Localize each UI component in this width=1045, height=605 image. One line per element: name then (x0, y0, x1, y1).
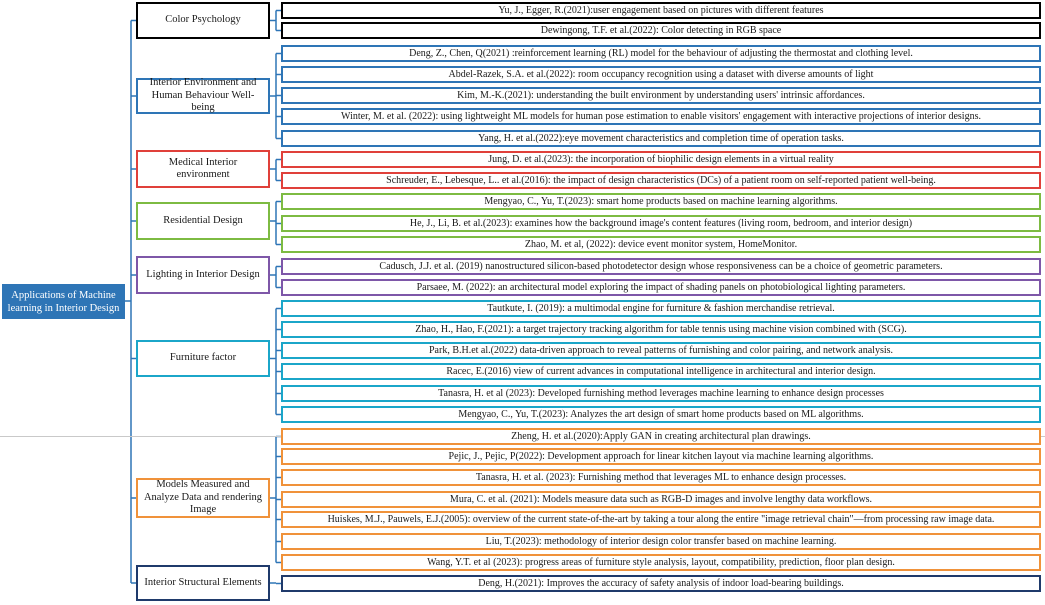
reference-item: Zheng, H. et al.(2020):Apply GAN in crea… (281, 428, 1041, 445)
reference-item: Huiskes, M.J., Pauwels, E.J.(2005): over… (281, 511, 1041, 528)
reference-text: Liu, T.(2023): methodology of interior d… (485, 536, 837, 547)
reference-item: Kim, M.-K.(2021): understanding the buil… (281, 87, 1041, 104)
reference-item: Zhao, M. et al, (2022): device event mon… (281, 236, 1041, 253)
reference-item: Mura, C. et al. (2021): Models measure d… (281, 491, 1041, 508)
root-label: Applications of Machine learning in Inte… (7, 289, 120, 314)
reference-item: Parsaee, M. (2022): an architectural mod… (281, 279, 1041, 296)
reference-text: Yang, H. et al.(2022):eye movement chara… (478, 133, 844, 144)
reference-text: Tautkute, I. (2019): a multimodal engine… (487, 303, 835, 314)
reference-text: Winter, M. et al. (2022): using lightwei… (341, 111, 981, 122)
category-lighting: Lighting in Interior Design (136, 256, 270, 294)
category-color-psychology: Color Psychology (136, 2, 270, 39)
reference-text: He, J., Li, B. et al.(2023): examines ho… (409, 218, 913, 229)
reference-text: Mengyao, C., Yu, T.(2023): Analyzes the … (458, 409, 864, 420)
reference-text: Deng, H.(2021): Improves the accuracy of… (478, 578, 844, 589)
reference-item: Park, B.H.et al.(2022) data-driven appro… (281, 342, 1041, 359)
reference-item: Dewingong, T.F. et al.(2022): Color dete… (281, 22, 1041, 39)
category-structural: Interior Structural Elements (136, 565, 270, 601)
reference-item: Zhao, H., Hao, F.(2021): a target trajec… (281, 321, 1041, 338)
reference-item: Jung, D. et al.(2023): the incorporation… (281, 151, 1041, 168)
reference-item: Deng, Z., Chen, Q(2021) :reinforcement l… (281, 45, 1041, 62)
reference-text: Deng, Z., Chen, Q(2021) :reinforcement l… (409, 48, 913, 59)
reference-text: Wang, Y.T. et al (2023): progress areas … (427, 557, 895, 568)
reference-text: Schreuder, E., Lebesque, L.. et al.(2016… (386, 175, 936, 186)
reference-item: Mengyao, C., Yu, T.(2023): smart home pr… (281, 193, 1041, 210)
reference-item: Cadusch, J.J. et al. (2019) nanostructur… (281, 258, 1041, 275)
reference-text: Abdel-Razek, S.A. et al.(2022): room occ… (448, 69, 874, 80)
reference-item: Mengyao, C., Yu, T.(2023): Analyzes the … (281, 406, 1041, 423)
reference-item: Schreuder, E., Lebesque, L.. et al.(2016… (281, 172, 1041, 189)
reference-text: Cadusch, J.J. et al. (2019) nanostructur… (379, 261, 943, 272)
reference-text: Pejic, J., Pejic, P(2022): Development a… (448, 451, 874, 462)
category-label: Interior Structural Elements (144, 576, 262, 588)
reference-item: Deng, H.(2021): Improves the accuracy of… (281, 575, 1041, 592)
reference-text: Jung, D. et al.(2023): the incorporation… (488, 154, 834, 165)
reference-item: He, J., Li, B. et al.(2023): examines ho… (281, 215, 1041, 232)
reference-item: Winter, M. et al. (2022): using lightwei… (281, 108, 1041, 125)
reference-item: Racec, E.(2016) view of current advances… (281, 363, 1041, 380)
category-label: Residential Design (163, 214, 243, 226)
reference-item: Pejic, J., Pejic, P(2022): Development a… (281, 448, 1041, 465)
root-node: Applications of Machine learning in Inte… (2, 284, 125, 319)
reference-item: Liu, T.(2023): methodology of interior d… (281, 533, 1041, 550)
reference-item: Yu, J., Egger, R.(2021):user engagement … (281, 2, 1041, 19)
reference-text: Huiskes, M.J., Pauwels, E.J.(2005): over… (327, 514, 995, 525)
category-furniture: Furniture factor (136, 340, 270, 377)
category-label: Furniture factor (169, 352, 237, 364)
reference-text: Tanasra, H. et al. (2023): Furnishing me… (475, 472, 847, 483)
category-interior-environment: Interior Environment and Human Behaviour… (136, 77, 270, 114)
reference-text: Yu, J., Egger, R.(2021):user engagement … (498, 5, 824, 16)
reference-item: Yang, H. et al.(2022):eye movement chara… (281, 130, 1041, 147)
category-label: Color Psychology (165, 14, 241, 26)
reference-item: Tanasra, H. et al (2023): Developed furn… (281, 385, 1041, 402)
reference-text: Park, B.H.et al.(2022) data-driven appro… (428, 345, 894, 356)
category-medical-interior: Medical Interior environment (136, 150, 270, 188)
reference-item: Wang, Y.T. et al (2023): progress areas … (281, 554, 1041, 571)
reference-item: Abdel-Razek, S.A. et al.(2022): room occ… (281, 66, 1041, 83)
reference-text: Zhao, H., Hao, F.(2021): a target trajec… (415, 324, 907, 335)
category-label: Lighting in Interior Design (146, 268, 260, 280)
reference-text: Tanasra, H. et al (2023): Developed furn… (438, 388, 884, 399)
reference-text: Kim, M.-K.(2021): understanding the buil… (457, 90, 865, 101)
category-label: Medical Interior environment (168, 156, 238, 181)
reference-text: Zhao, M. et al, (2022): device event mon… (524, 239, 798, 250)
reference-text: Mura, C. et al. (2021): Models measure d… (449, 494, 873, 505)
category-label: Interior Environment and Human Behaviour… (149, 77, 257, 114)
reference-text: Parsaee, M. (2022): an architectural mod… (416, 282, 906, 293)
category-residential-design: Residential Design (136, 202, 270, 240)
reference-item: Tanasra, H. et al. (2023): Furnishing me… (281, 469, 1041, 486)
reference-text: Racec, E.(2016) view of current advances… (446, 366, 876, 377)
category-models-measured: Models Measured and Analyze Data and ren… (136, 478, 270, 518)
category-label: Models Measured and Analyze Data and ren… (143, 479, 263, 516)
reference-text: Zheng, H. et al.(2020):Apply GAN in crea… (511, 431, 811, 442)
reference-text: Mengyao, C., Yu, T.(2023): smart home pr… (484, 196, 838, 207)
reference-item: Tautkute, I. (2019): a multimodal engine… (281, 300, 1041, 317)
reference-text: Dewingong, T.F. et al.(2022): Color dete… (540, 25, 782, 36)
